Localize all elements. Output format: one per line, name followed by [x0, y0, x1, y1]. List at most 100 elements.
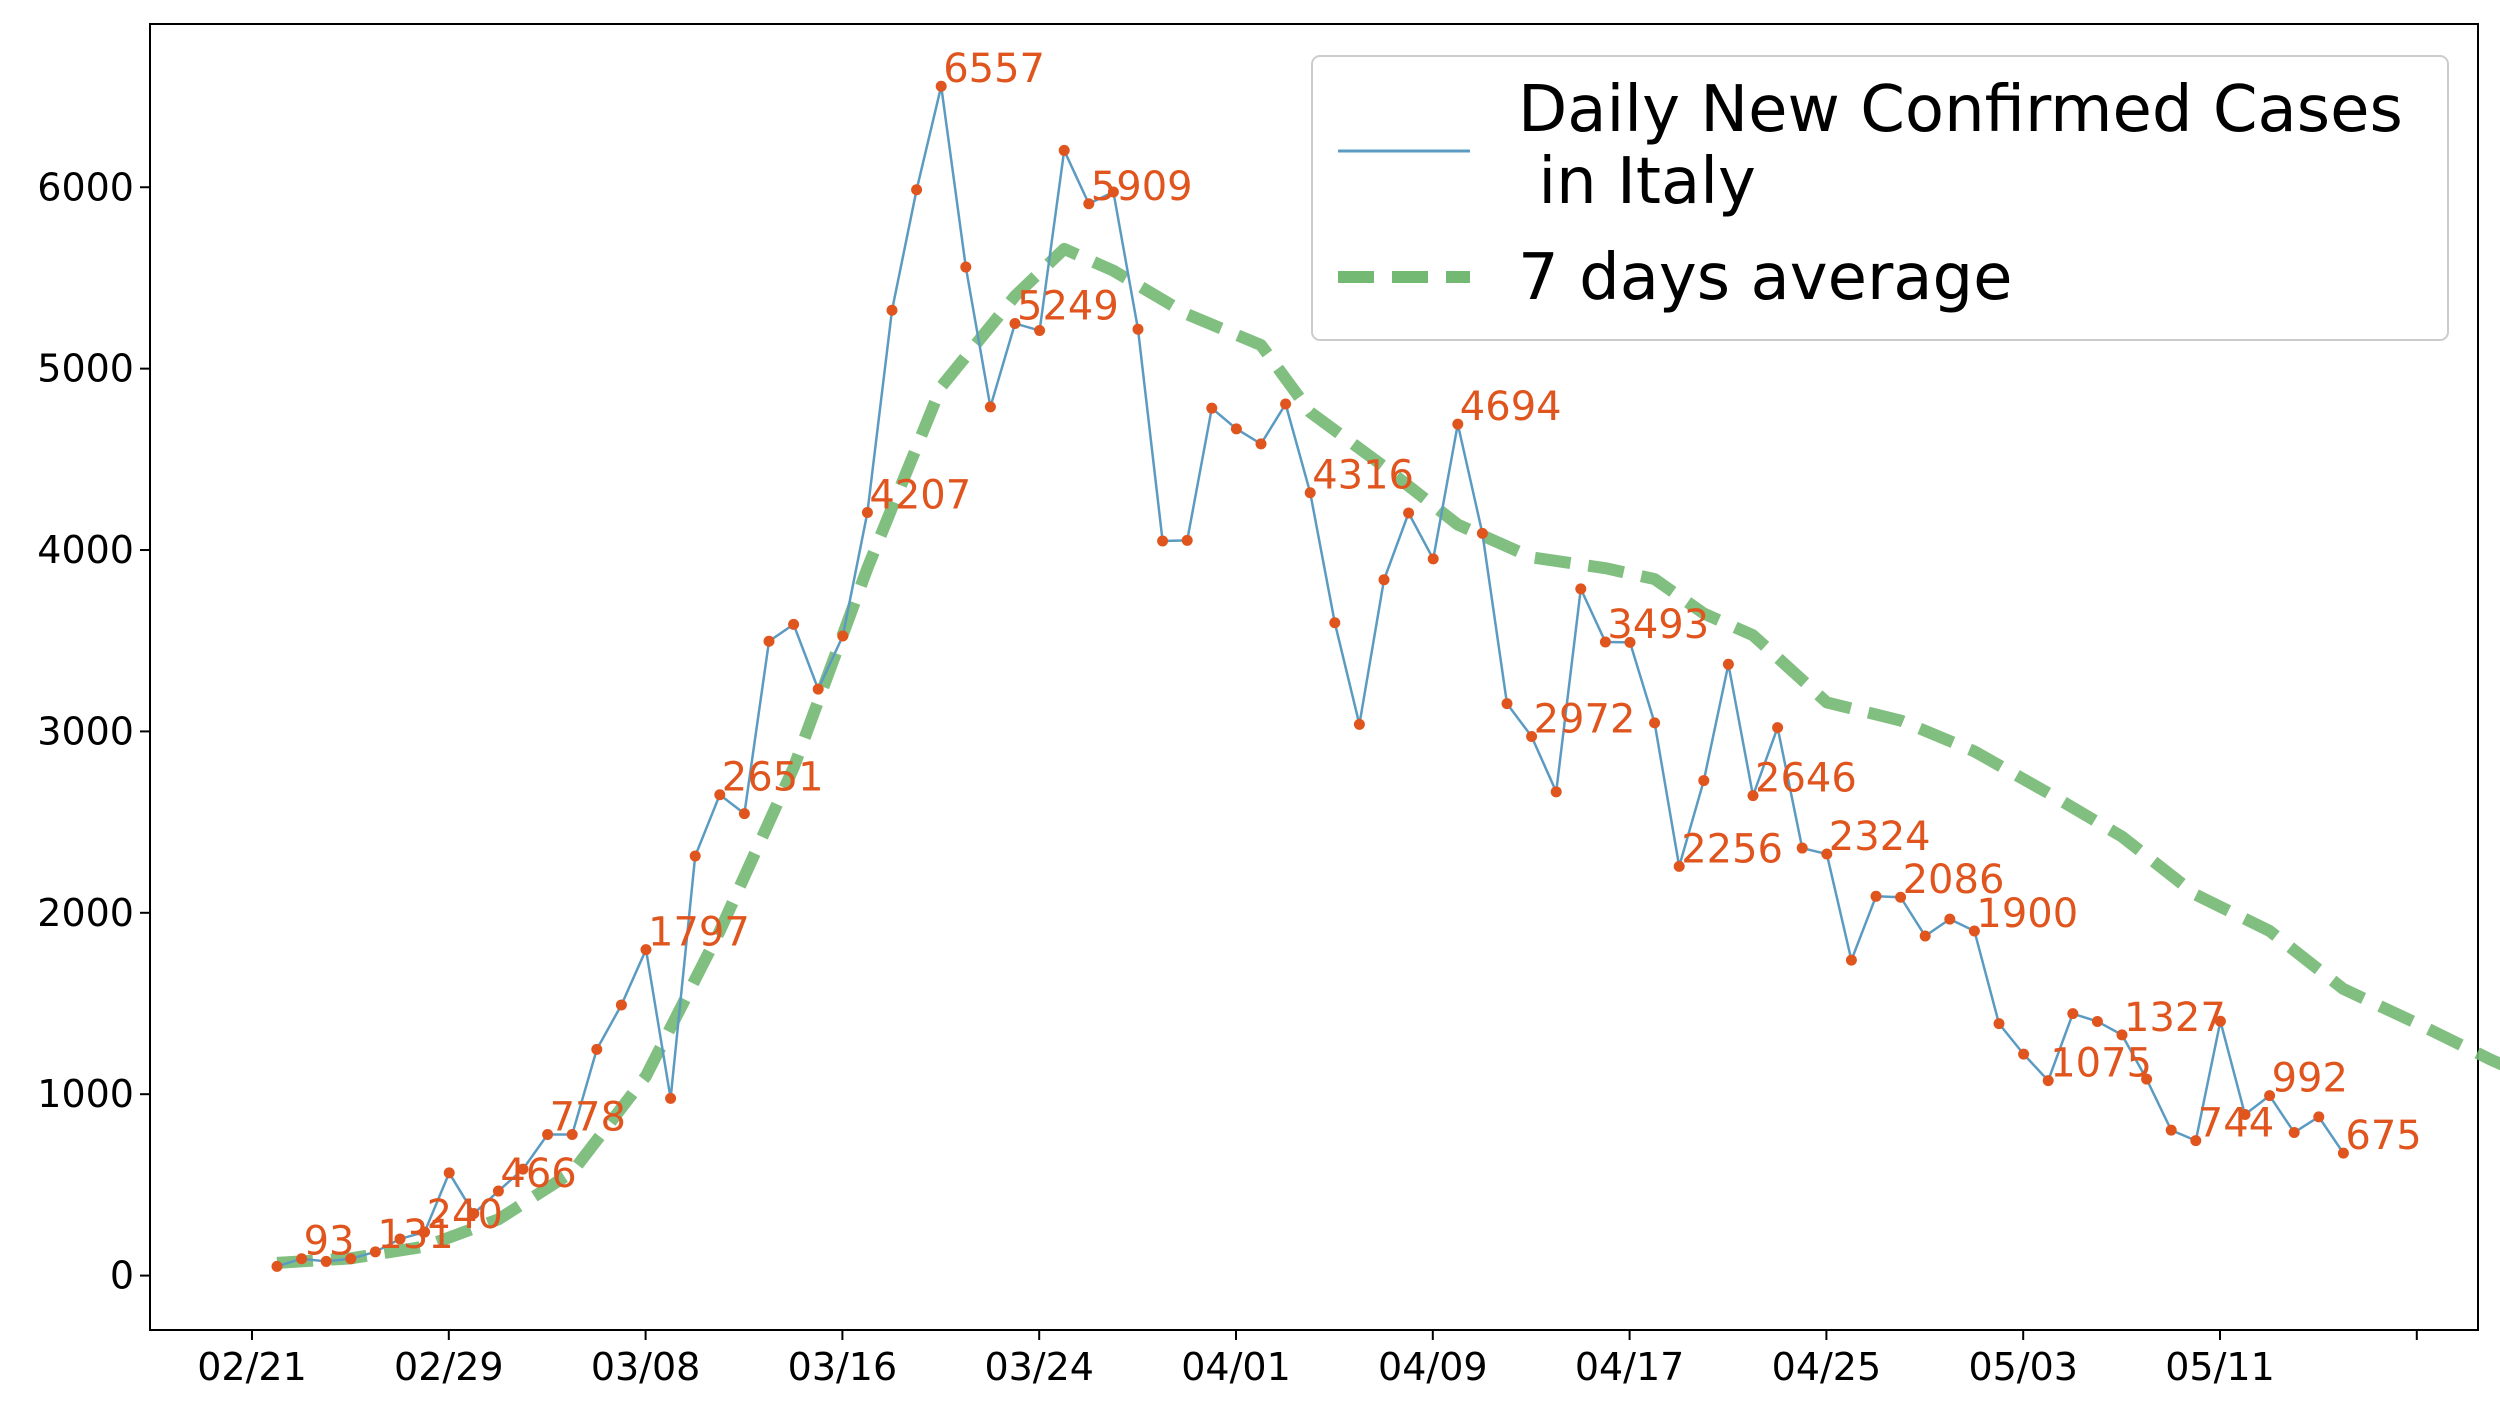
daily-point [2190, 1135, 2202, 1147]
daily-point [763, 635, 775, 647]
daily-point [1427, 553, 1439, 565]
daily-point [1649, 717, 1661, 729]
y-tick-label: 2000 [37, 891, 134, 935]
daily-point [1944, 913, 1956, 925]
x-tick-label: 02/21 [197, 1345, 307, 1389]
x-tick-label: 02/29 [394, 1345, 504, 1389]
y-tick-label: 1000 [37, 1072, 134, 1116]
data-label: 2651 [722, 755, 824, 801]
data-label: 2256 [1681, 826, 1783, 872]
daily-point [1698, 775, 1710, 787]
x-tick-label: 03/08 [591, 1345, 701, 1389]
legend-label-daily-line1: Daily New Confirmed Cases [1518, 73, 2403, 147]
daily-point [1845, 954, 1857, 966]
daily-point [689, 850, 701, 862]
daily-point [1796, 842, 1808, 854]
daily-point [2214, 1015, 2226, 1027]
daily-point [2018, 1048, 2030, 1060]
data-label: 1797 [648, 910, 750, 956]
data-label: 3493 [1607, 602, 1709, 648]
daily-point [2042, 1075, 2054, 1087]
legend: Daily New Confirmed Cases in Italy 7 day… [1311, 55, 2449, 341]
x-tick-label: 04/01 [1181, 1345, 1291, 1389]
daily-point [1304, 487, 1316, 499]
daily-point [812, 683, 824, 695]
daily-point [1181, 534, 1193, 546]
daily-point [837, 630, 849, 642]
daily-point [2067, 1008, 2079, 1020]
daily-point [1550, 786, 1562, 798]
daily-point [1280, 398, 1292, 410]
x-tick-label: 04/17 [1575, 1345, 1685, 1389]
daily-point [665, 1092, 677, 1104]
daily-point [2239, 1109, 2251, 1121]
daily-point [615, 999, 627, 1011]
daily-point [2165, 1124, 2177, 1136]
daily-point [1378, 574, 1390, 586]
legend-label-daily: Daily New Confirmed Cases in Italy [1518, 73, 2423, 219]
daily-point [640, 944, 652, 956]
y-tick-label: 4000 [37, 528, 134, 572]
y-tick-label: 6000 [37, 165, 134, 209]
daily-point [517, 1163, 529, 1175]
y-tick-label: 3000 [37, 709, 134, 753]
daily-point [1255, 438, 1267, 450]
legend-label-average: 7 days average [1518, 241, 2012, 315]
data-label: 6557 [943, 46, 1045, 92]
daily-point [1403, 507, 1415, 519]
daily-point [1107, 186, 1119, 198]
data-label: 4694 [1460, 384, 1562, 430]
data-label: 93 [304, 1219, 355, 1265]
daily-series [271, 80, 2349, 1272]
daily-point [1722, 658, 1734, 670]
data-label: 5249 [1017, 283, 1119, 329]
daily-point [1206, 402, 1218, 414]
daily-point [1034, 325, 1046, 337]
daily-point [984, 401, 996, 413]
daily-point [468, 1208, 480, 1220]
daily-point [788, 618, 800, 630]
daily-point [2091, 1015, 2103, 1027]
daily-point [2337, 1147, 2349, 1159]
daily-point [1009, 317, 1021, 329]
daily-point [1132, 323, 1144, 335]
x-tick-label: 04/09 [1378, 1345, 1488, 1389]
daily-point [1772, 722, 1784, 734]
daily-point [1501, 698, 1513, 710]
daily-point [1821, 848, 1833, 860]
data-label: 2324 [1829, 814, 1931, 860]
data-label: 4207 [869, 472, 971, 518]
plot-frame [149, 23, 2479, 1331]
daily-point [1624, 636, 1636, 648]
legend-box [1311, 55, 2449, 341]
average-series [276, 242, 2500, 1269]
daily-point [1993, 1018, 2005, 1030]
daily-point [271, 1260, 283, 1272]
data-label: 1075 [2050, 1041, 2152, 1087]
x-tick-label: 03/16 [788, 1345, 898, 1389]
daily-point [1673, 860, 1685, 872]
daily-point [1747, 790, 1759, 802]
daily-point [443, 1167, 455, 1179]
daily-point [738, 808, 750, 820]
x-tick-label: 04/25 [1772, 1345, 1882, 1389]
data-label: 778 [550, 1094, 626, 1140]
daily-point [1329, 617, 1341, 629]
daily-point [1870, 890, 1882, 902]
daily-point [1452, 418, 1464, 430]
x-tick-label: 05/03 [1968, 1345, 2078, 1389]
average-line [276, 242, 2500, 1269]
daily-point [1919, 930, 1931, 942]
daily-point [1058, 144, 1070, 156]
data-label: 675 [2345, 1113, 2421, 1159]
daily-point [2116, 1029, 2128, 1041]
daily-point [1157, 535, 1169, 547]
daily-point [1353, 718, 1365, 730]
daily-point [714, 789, 726, 801]
data-label: 466 [500, 1151, 576, 1197]
daily-point [1230, 423, 1242, 435]
daily-point [320, 1255, 332, 1267]
daily-point [2288, 1126, 2300, 1138]
daily-point [345, 1253, 357, 1265]
